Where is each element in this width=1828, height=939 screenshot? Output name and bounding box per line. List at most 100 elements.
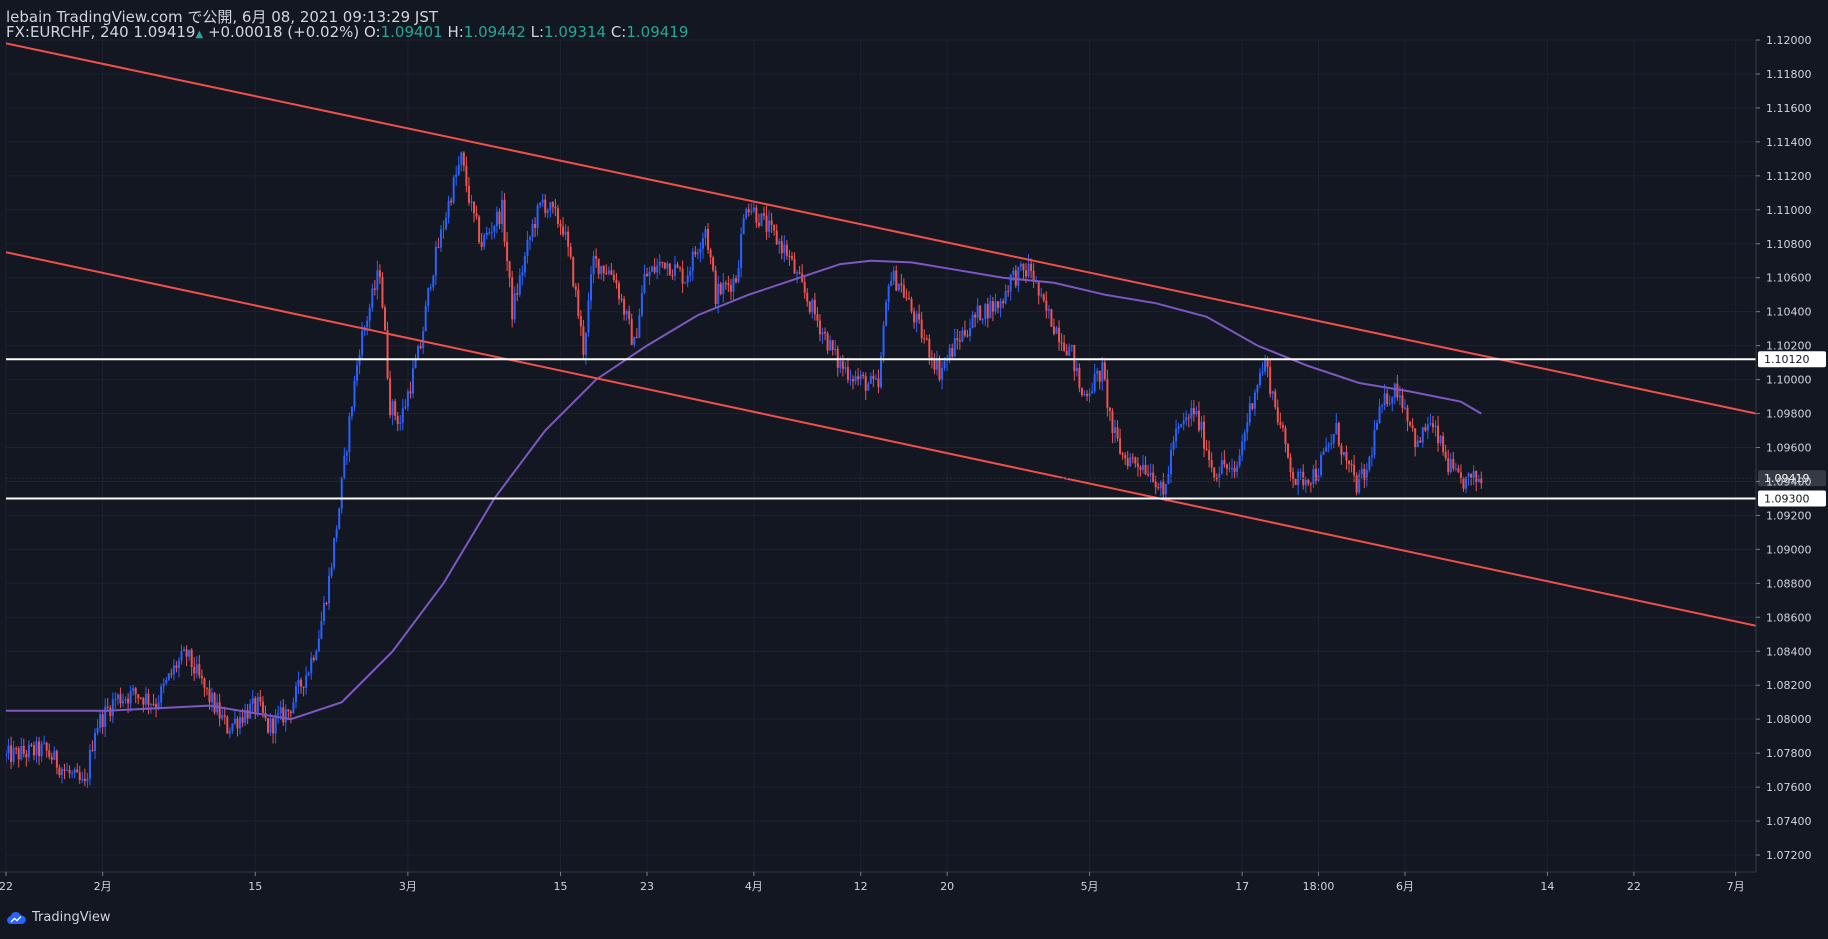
candle-up <box>320 621 323 639</box>
channel-trendline-upper[interactable] <box>6 42 1756 415</box>
candle-down <box>824 331 827 334</box>
candle-down <box>694 251 697 255</box>
candle-up <box>20 746 23 760</box>
candle-up <box>1236 465 1239 472</box>
candle-down <box>325 602 328 604</box>
candle-up <box>96 727 99 733</box>
price-axis[interactable]: 1.12000 1.11800 1.11600 1.11400 1.11200 1.110… <box>1755 34 1812 872</box>
candle-up <box>94 732 97 751</box>
candle-down <box>928 338 931 358</box>
candle-up <box>488 232 491 234</box>
candle-up <box>132 688 135 691</box>
candle-up <box>228 730 231 734</box>
candle-down <box>1197 410 1200 431</box>
candle-up <box>322 602 325 622</box>
candle-up <box>796 272 799 274</box>
candle-down <box>806 292 809 302</box>
candle-up <box>1159 481 1162 489</box>
candle-up <box>495 211 498 227</box>
candle-down <box>147 693 150 705</box>
candle-up <box>274 715 277 734</box>
candle-down <box>933 359 936 370</box>
candle-up <box>27 744 30 758</box>
candle-down <box>775 230 778 245</box>
candle-up <box>689 271 692 276</box>
price-tick-label: 1.12000 <box>1766 34 1812 47</box>
candle-down <box>480 242 483 247</box>
candle-up <box>53 750 56 760</box>
candle-up <box>1253 392 1256 409</box>
candle-down <box>1063 342 1066 351</box>
candle-down <box>1452 459 1455 469</box>
candle-down <box>1136 463 1139 467</box>
candle-up <box>284 709 287 723</box>
candle-down <box>1131 457 1134 459</box>
chart-publish-title: lebain TradingView.com で公開, 6月 08, 2021 … <box>6 8 439 26</box>
candle-down <box>635 337 638 339</box>
candle-down <box>1294 478 1297 486</box>
candle-up <box>666 263 669 269</box>
candle-up <box>122 700 125 704</box>
candle-down <box>595 256 598 259</box>
candle-up <box>536 205 539 228</box>
trendlines[interactable] <box>6 42 1756 627</box>
candle-down <box>762 213 765 216</box>
candle-down <box>1080 387 1083 396</box>
candle-up <box>1327 444 1330 447</box>
candle-down <box>200 675 203 679</box>
candle-up <box>607 270 610 274</box>
candle-up <box>305 675 308 688</box>
candle-down <box>55 750 58 768</box>
candle-down <box>719 283 722 294</box>
candle-up <box>1320 454 1323 476</box>
candle-up <box>1256 385 1259 393</box>
candle-down <box>790 256 793 259</box>
candle-down <box>653 266 656 273</box>
candle-up <box>429 287 432 289</box>
channel-trendline-lower[interactable] <box>6 251 1756 627</box>
grid <box>5 39 1756 872</box>
price-tick-label: 1.11200 <box>1766 170 1812 183</box>
time-tick-label: 22 <box>1627 880 1641 893</box>
time-tick-label: 17 <box>1235 880 1249 893</box>
time-axis[interactable]: 22 2月 15 3月 15 23 4月 12 20 5月 17 18:00 6月 14 22 7月 <box>0 871 1756 893</box>
candle-up <box>1365 469 1368 480</box>
candle-up <box>686 275 689 283</box>
candle-down <box>582 326 585 355</box>
candle-down <box>785 244 788 256</box>
candle-up <box>277 713 280 716</box>
candle-down <box>798 272 801 274</box>
candle-down <box>213 693 216 713</box>
candle-down <box>473 201 476 214</box>
candle-up <box>656 265 659 273</box>
candle-up <box>1368 456 1371 470</box>
candle-down <box>920 319 923 339</box>
symbol-interval[interactable]: FX:EURCHF, 240 <box>6 23 129 41</box>
candle-up <box>358 355 361 366</box>
candle-up <box>7 745 10 753</box>
candle-down <box>1065 350 1068 356</box>
candle-up <box>1093 373 1096 392</box>
candle-up <box>73 769 76 774</box>
candle-up <box>1299 471 1302 473</box>
price-tick-label: 1.10000 <box>1766 374 1812 387</box>
candle-up <box>1009 274 1012 292</box>
tradingview-logo[interactable]: TradingView <box>6 910 111 925</box>
candle-up <box>1358 474 1361 493</box>
candle-down <box>1111 411 1114 434</box>
time-tick-label: 12 <box>854 880 868 893</box>
candle-up <box>897 283 900 291</box>
candle-down <box>386 330 389 379</box>
candle-down <box>628 311 631 319</box>
time-tick-label: 5月 <box>1081 880 1099 893</box>
candle-up <box>1027 263 1030 277</box>
candle-up <box>1091 391 1094 394</box>
candle-down <box>857 376 860 380</box>
candle-up <box>885 301 888 326</box>
candle-up <box>445 217 448 229</box>
candle-up <box>81 778 84 781</box>
candle-down <box>1045 300 1048 311</box>
candle-up <box>1047 309 1050 311</box>
horizontal-levels[interactable]: 1.10120 1.09300 1.09419 <box>6 351 1826 507</box>
